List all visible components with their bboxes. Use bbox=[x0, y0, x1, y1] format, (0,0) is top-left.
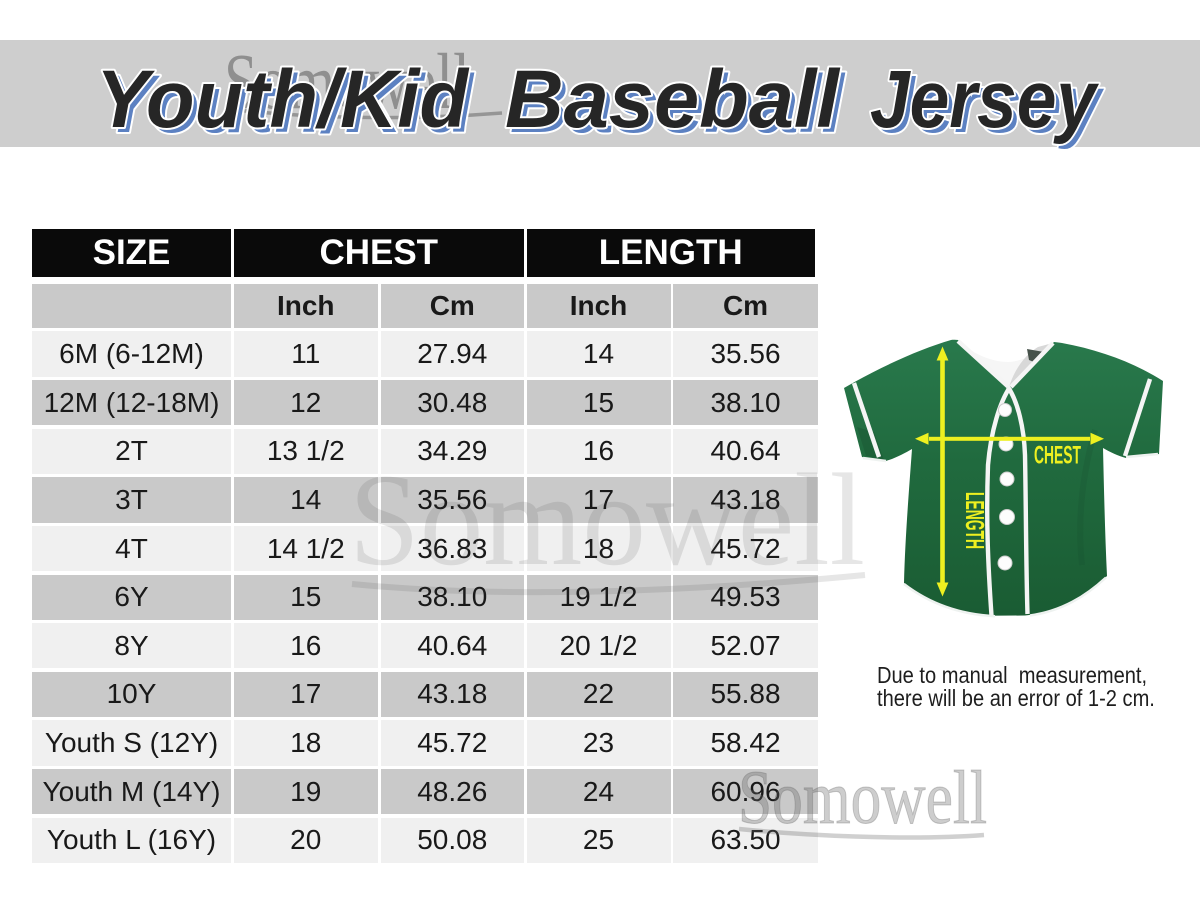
svg-text:Baseball: Baseball bbox=[505, 54, 841, 145]
svg-text:Somowell: Somowell bbox=[224, 39, 470, 126]
svg-text:Baseball: Baseball bbox=[510, 59, 846, 150]
svg-text:CHEST: CHEST bbox=[1034, 442, 1081, 470]
svg-text:Youth/Kid: Youth/Kid bbox=[101, 59, 475, 150]
svg-text:Somowell: Somowell bbox=[738, 756, 987, 840]
svg-text:LENGTH: LENGTH bbox=[960, 492, 990, 549]
svg-text:Youth/Kid: Youth/Kid bbox=[96, 54, 470, 145]
svg-text:Jersey: Jersey bbox=[875, 59, 1105, 150]
svg-text:Somowell: Somowell bbox=[349, 446, 865, 593]
svg-text:Jersey: Jersey bbox=[870, 54, 1100, 145]
